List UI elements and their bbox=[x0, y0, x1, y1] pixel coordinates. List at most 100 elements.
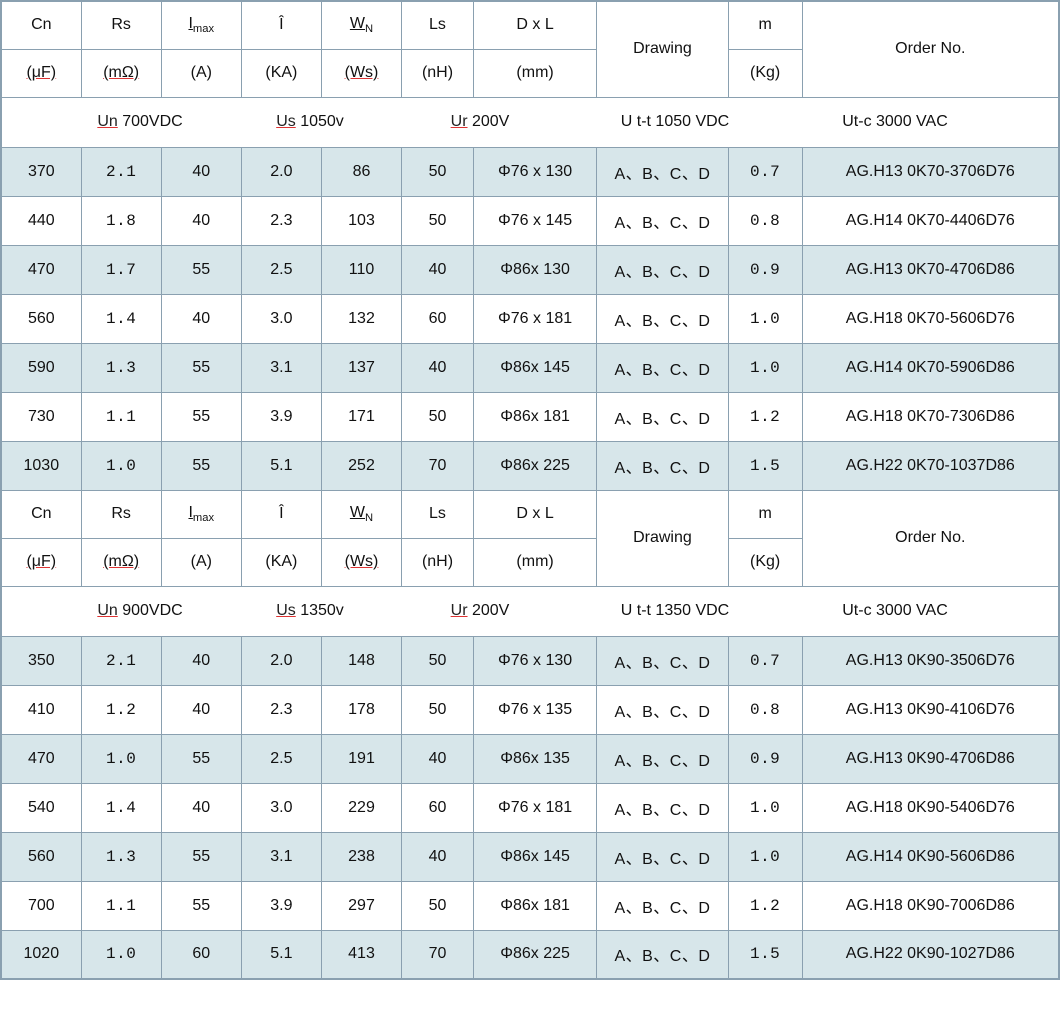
cell-rs: 1.1 bbox=[81, 392, 161, 441]
hdr-wn-bot: (Ws) bbox=[321, 49, 401, 97]
cell-imax: 40 bbox=[161, 196, 241, 245]
cell-imax: 60 bbox=[161, 930, 241, 979]
cell-m: 1.0 bbox=[728, 832, 802, 881]
cell-wn: 148 bbox=[321, 636, 401, 685]
cell-ihat: 3.0 bbox=[241, 294, 321, 343]
cell-dl: Φ86x 225 bbox=[473, 930, 596, 979]
cell-rs: 1.3 bbox=[81, 343, 161, 392]
cell-m: 0.9 bbox=[728, 734, 802, 783]
hdr-drawing: Drawing bbox=[597, 490, 728, 586]
cell-ls: 60 bbox=[402, 783, 474, 832]
cell-cn: 1030 bbox=[1, 441, 81, 490]
cell-m: 1.2 bbox=[728, 881, 802, 930]
cell-ls: 50 bbox=[402, 636, 474, 685]
cell-drawing: A、B、C、D bbox=[597, 783, 728, 832]
cell-dl: Φ76 x 181 bbox=[473, 294, 596, 343]
cell-order: AG.H14 0K90-5606D86 bbox=[802, 832, 1059, 881]
cell-imax: 40 bbox=[161, 147, 241, 196]
cell-wn: 252 bbox=[321, 441, 401, 490]
cell-dl: Φ76 x 145 bbox=[473, 196, 596, 245]
hdr-m-top: m bbox=[728, 1, 802, 49]
hdr-ls-bot: (nH) bbox=[402, 49, 474, 97]
cell-rs: 2.1 bbox=[81, 636, 161, 685]
voltage-spec-row: Un 900VDCUs 1350vUr 200VU t-t 1350 VDCUt… bbox=[1, 586, 1059, 636]
hdr-imax-bot: (A) bbox=[161, 49, 241, 97]
cell-order: AG.H13 0K90-4706D86 bbox=[802, 734, 1059, 783]
cell-imax: 55 bbox=[161, 343, 241, 392]
cell-ls: 70 bbox=[402, 441, 474, 490]
table-row: 5601.3553.123840Φ86x 145A、B、C、D1.0AG.H14… bbox=[1, 832, 1059, 881]
cell-cn: 560 bbox=[1, 832, 81, 881]
hdr-order: Order No. bbox=[802, 490, 1059, 586]
cell-ihat: 3.9 bbox=[241, 392, 321, 441]
cell-order: AG.H13 0K70-3706D76 bbox=[802, 147, 1059, 196]
hdr-imax-top: Imax bbox=[161, 490, 241, 538]
cell-dl: Φ86x 181 bbox=[473, 881, 596, 930]
cell-ihat: 3.1 bbox=[241, 343, 321, 392]
cell-wn: 137 bbox=[321, 343, 401, 392]
hdr-wn-top: WN bbox=[321, 1, 401, 49]
cell-rs: 1.4 bbox=[81, 294, 161, 343]
hdr-order: Order No. bbox=[802, 1, 1059, 97]
cell-cn: 540 bbox=[1, 783, 81, 832]
cell-imax: 40 bbox=[161, 783, 241, 832]
hdr-ihat-bot: (KA) bbox=[241, 49, 321, 97]
table-row: 5401.4403.022960Φ76 x 181A、B、C、D1.0AG.H1… bbox=[1, 783, 1059, 832]
cell-imax: 55 bbox=[161, 832, 241, 881]
cell-ls: 50 bbox=[402, 147, 474, 196]
cell-ihat: 3.1 bbox=[241, 832, 321, 881]
spec-table: CnRsImaxÎWNLsD x LDrawingmOrder No.(μF)(… bbox=[0, 0, 1060, 980]
cell-ihat: 2.5 bbox=[241, 245, 321, 294]
cell-wn: 171 bbox=[321, 392, 401, 441]
cell-ihat: 2.0 bbox=[241, 636, 321, 685]
cell-rs: 2.1 bbox=[81, 147, 161, 196]
cell-dl: Φ76 x 181 bbox=[473, 783, 596, 832]
hdr-imax-top: Imax bbox=[161, 1, 241, 49]
cell-wn: 229 bbox=[321, 783, 401, 832]
cell-m: 1.0 bbox=[728, 294, 802, 343]
table-row: 4701.7552.511040Φ86x 130A、B、C、D0.9AG.H13… bbox=[1, 245, 1059, 294]
hdr-drawing: Drawing bbox=[597, 1, 728, 97]
cell-cn: 470 bbox=[1, 734, 81, 783]
hdr-dl-top: D x L bbox=[473, 1, 596, 49]
hdr-wn-bot: (Ws) bbox=[321, 538, 401, 586]
table-row: 10301.0555.125270Φ86x 225A、B、C、D1.5AG.H2… bbox=[1, 441, 1059, 490]
cell-dl: Φ86x 145 bbox=[473, 343, 596, 392]
cell-m: 1.0 bbox=[728, 343, 802, 392]
cell-rs: 1.0 bbox=[81, 930, 161, 979]
cell-wn: 132 bbox=[321, 294, 401, 343]
cell-order: AG.H18 0K90-5406D76 bbox=[802, 783, 1059, 832]
cell-m: 1.5 bbox=[728, 441, 802, 490]
cell-dl: Φ86x 135 bbox=[473, 734, 596, 783]
cell-ihat: 2.3 bbox=[241, 196, 321, 245]
table-row: 7001.1553.929750Φ86x 181A、B、C、D1.2AG.H18… bbox=[1, 881, 1059, 930]
table-row: 3702.1402.08650Φ76 x 130A、B、C、D0.7AG.H13… bbox=[1, 147, 1059, 196]
cell-ls: 40 bbox=[402, 832, 474, 881]
cell-ls: 40 bbox=[402, 245, 474, 294]
cell-m: 1.5 bbox=[728, 930, 802, 979]
cell-order: AG.H22 0K70-1037D86 bbox=[802, 441, 1059, 490]
hdr-cn-bot: (μF) bbox=[1, 538, 81, 586]
cell-cn: 700 bbox=[1, 881, 81, 930]
cell-rs: 1.2 bbox=[81, 685, 161, 734]
cell-order: AG.H18 0K70-7306D86 bbox=[802, 392, 1059, 441]
hdr-m-bot: (Kg) bbox=[728, 538, 802, 586]
hdr-ihat-top: Î bbox=[241, 1, 321, 49]
cell-order: AG.H22 0K90-1027D86 bbox=[802, 930, 1059, 979]
cell-wn: 191 bbox=[321, 734, 401, 783]
cell-ihat: 3.0 bbox=[241, 783, 321, 832]
cell-imax: 55 bbox=[161, 734, 241, 783]
cell-order: AG.H14 0K70-4406D76 bbox=[802, 196, 1059, 245]
cell-m: 0.9 bbox=[728, 245, 802, 294]
cell-drawing: A、B、C、D bbox=[597, 196, 728, 245]
cell-cn: 560 bbox=[1, 294, 81, 343]
hdr-rs-bot: (mΩ) bbox=[81, 49, 161, 97]
cell-imax: 55 bbox=[161, 245, 241, 294]
cell-drawing: A、B、C、D bbox=[597, 832, 728, 881]
table-row: 7301.1553.917150Φ86x 181A、B、C、D1.2AG.H18… bbox=[1, 392, 1059, 441]
cell-cn: 440 bbox=[1, 196, 81, 245]
hdr-ls-top: Ls bbox=[402, 1, 474, 49]
cell-dl: Φ76 x 135 bbox=[473, 685, 596, 734]
cell-ls: 50 bbox=[402, 196, 474, 245]
cell-order: AG.H13 0K70-4706D86 bbox=[802, 245, 1059, 294]
